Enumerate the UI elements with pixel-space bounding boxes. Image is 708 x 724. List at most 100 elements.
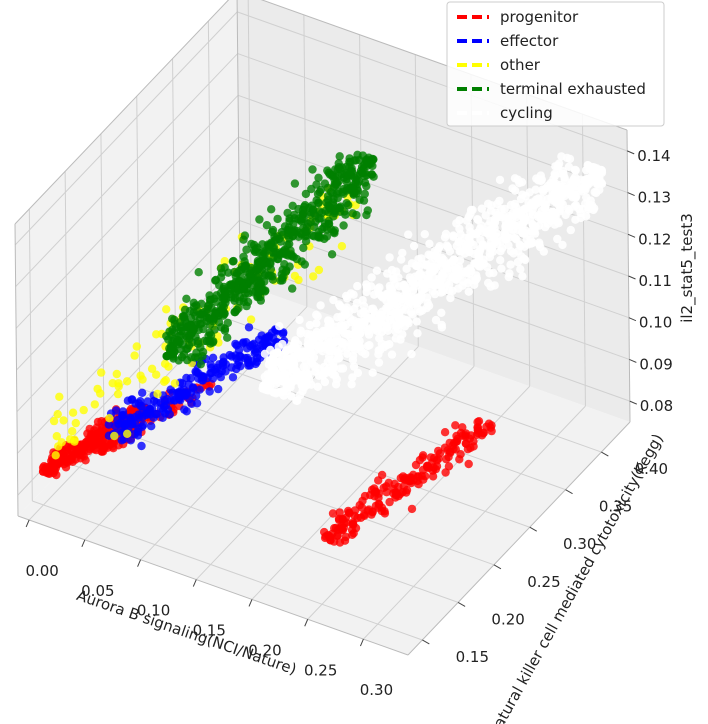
point-cycling — [367, 273, 376, 282]
point-cycling — [453, 265, 462, 274]
point-effector — [198, 373, 208, 382]
point-progenitor — [464, 459, 473, 469]
point-cycling — [420, 230, 429, 239]
point-cycling — [308, 336, 317, 345]
point-progenitor — [442, 455, 451, 464]
point-terminal-exhausted — [308, 165, 317, 174]
point-effector — [244, 361, 253, 370]
point-other — [54, 442, 63, 451]
point-other — [132, 342, 141, 351]
x-tick-label: 0.15 — [193, 622, 226, 640]
point-terminal-exhausted — [205, 295, 215, 304]
point-effector — [126, 436, 135, 445]
point-cycling — [430, 289, 440, 299]
point-progenitor — [349, 520, 358, 529]
point-progenitor — [440, 428, 450, 437]
point-terminal-exhausted — [260, 287, 270, 296]
x-tick — [192, 579, 197, 587]
point-terminal-exhausted — [358, 151, 368, 160]
x-tick — [304, 619, 309, 627]
point-terminal-exhausted — [243, 297, 253, 307]
point-effector — [130, 429, 140, 439]
point-other — [105, 414, 114, 423]
point-terminal-exhausted — [327, 187, 336, 197]
point-cycling — [522, 235, 531, 244]
point-cycling — [513, 257, 523, 267]
point-effector — [143, 405, 152, 415]
point-cycling — [597, 166, 606, 176]
point-other — [65, 435, 75, 444]
point-progenitor — [473, 423, 483, 432]
point-terminal-exhausted — [327, 250, 337, 259]
point-effector — [147, 422, 156, 431]
point-terminal-exhausted — [288, 284, 297, 293]
point-cycling — [410, 280, 419, 289]
z-tick-label: 0.13 — [638, 189, 671, 207]
point-terminal-exhausted — [223, 318, 232, 328]
point-effector — [134, 413, 143, 422]
legend-box — [446, 1, 665, 127]
point-cycling — [550, 211, 559, 220]
point-cycling — [455, 216, 464, 225]
point-cycling — [547, 192, 556, 201]
point-terminal-exhausted — [182, 294, 191, 303]
point-effector — [137, 441, 146, 451]
point-terminal-exhausted — [182, 319, 191, 328]
point-terminal-exhausted — [314, 199, 323, 208]
point-other — [160, 359, 170, 368]
point-terminal-exhausted — [189, 308, 198, 317]
point-cycling — [534, 211, 543, 220]
point-progenitor — [389, 489, 398, 498]
point-effector — [143, 397, 152, 406]
point-effector — [192, 399, 202, 408]
point-terminal-exhausted — [314, 173, 323, 182]
point-progenitor — [328, 509, 338, 518]
point-cycling — [387, 299, 396, 309]
point-other — [314, 265, 324, 275]
point-cycling — [264, 360, 273, 369]
z-tick — [629, 400, 637, 405]
point-cycling — [331, 380, 341, 389]
point-effector — [252, 353, 262, 363]
point-cycling — [539, 247, 548, 256]
point-cycling — [446, 293, 455, 303]
point-effector — [238, 339, 247, 348]
point-cycling — [535, 238, 544, 247]
point-other — [112, 369, 122, 379]
point-cycling — [412, 317, 421, 326]
y-tick-label: 0.30 — [563, 535, 596, 553]
point-progenitor — [444, 462, 454, 471]
point-cycling — [495, 175, 505, 185]
point-effector — [165, 410, 174, 419]
point-terminal-exhausted — [236, 265, 246, 275]
point-cycling — [425, 239, 434, 248]
point-terminal-exhausted — [199, 324, 208, 334]
point-cycling — [382, 340, 391, 350]
point-other — [152, 370, 161, 379]
point-effector — [225, 350, 234, 360]
point-terminal-exhausted — [249, 274, 258, 283]
point-terminal-exhausted — [331, 180, 340, 190]
point-other — [108, 379, 117, 388]
point-terminal-exhausted — [258, 240, 267, 249]
z-tick — [627, 192, 635, 197]
point-cycling — [451, 275, 460, 284]
point-cycling — [444, 280, 454, 289]
point-effector — [156, 398, 165, 407]
point-cycling — [350, 304, 359, 314]
point-terminal-exhausted — [193, 339, 203, 348]
point-cycling — [515, 178, 524, 188]
grid-line — [237, 11, 628, 152]
point-cycling — [504, 272, 513, 282]
point-cycling — [415, 269, 424, 279]
point-cycling — [343, 294, 352, 303]
point-cycling — [436, 257, 446, 266]
point-cycling — [465, 234, 474, 243]
point-cycling — [556, 184, 566, 193]
point-terminal-exhausted — [348, 209, 357, 218]
point-terminal-exhausted — [194, 268, 203, 277]
point-terminal-exhausted — [360, 178, 370, 187]
point-other — [122, 377, 132, 386]
y-tick-label: 0.35 — [599, 498, 632, 516]
